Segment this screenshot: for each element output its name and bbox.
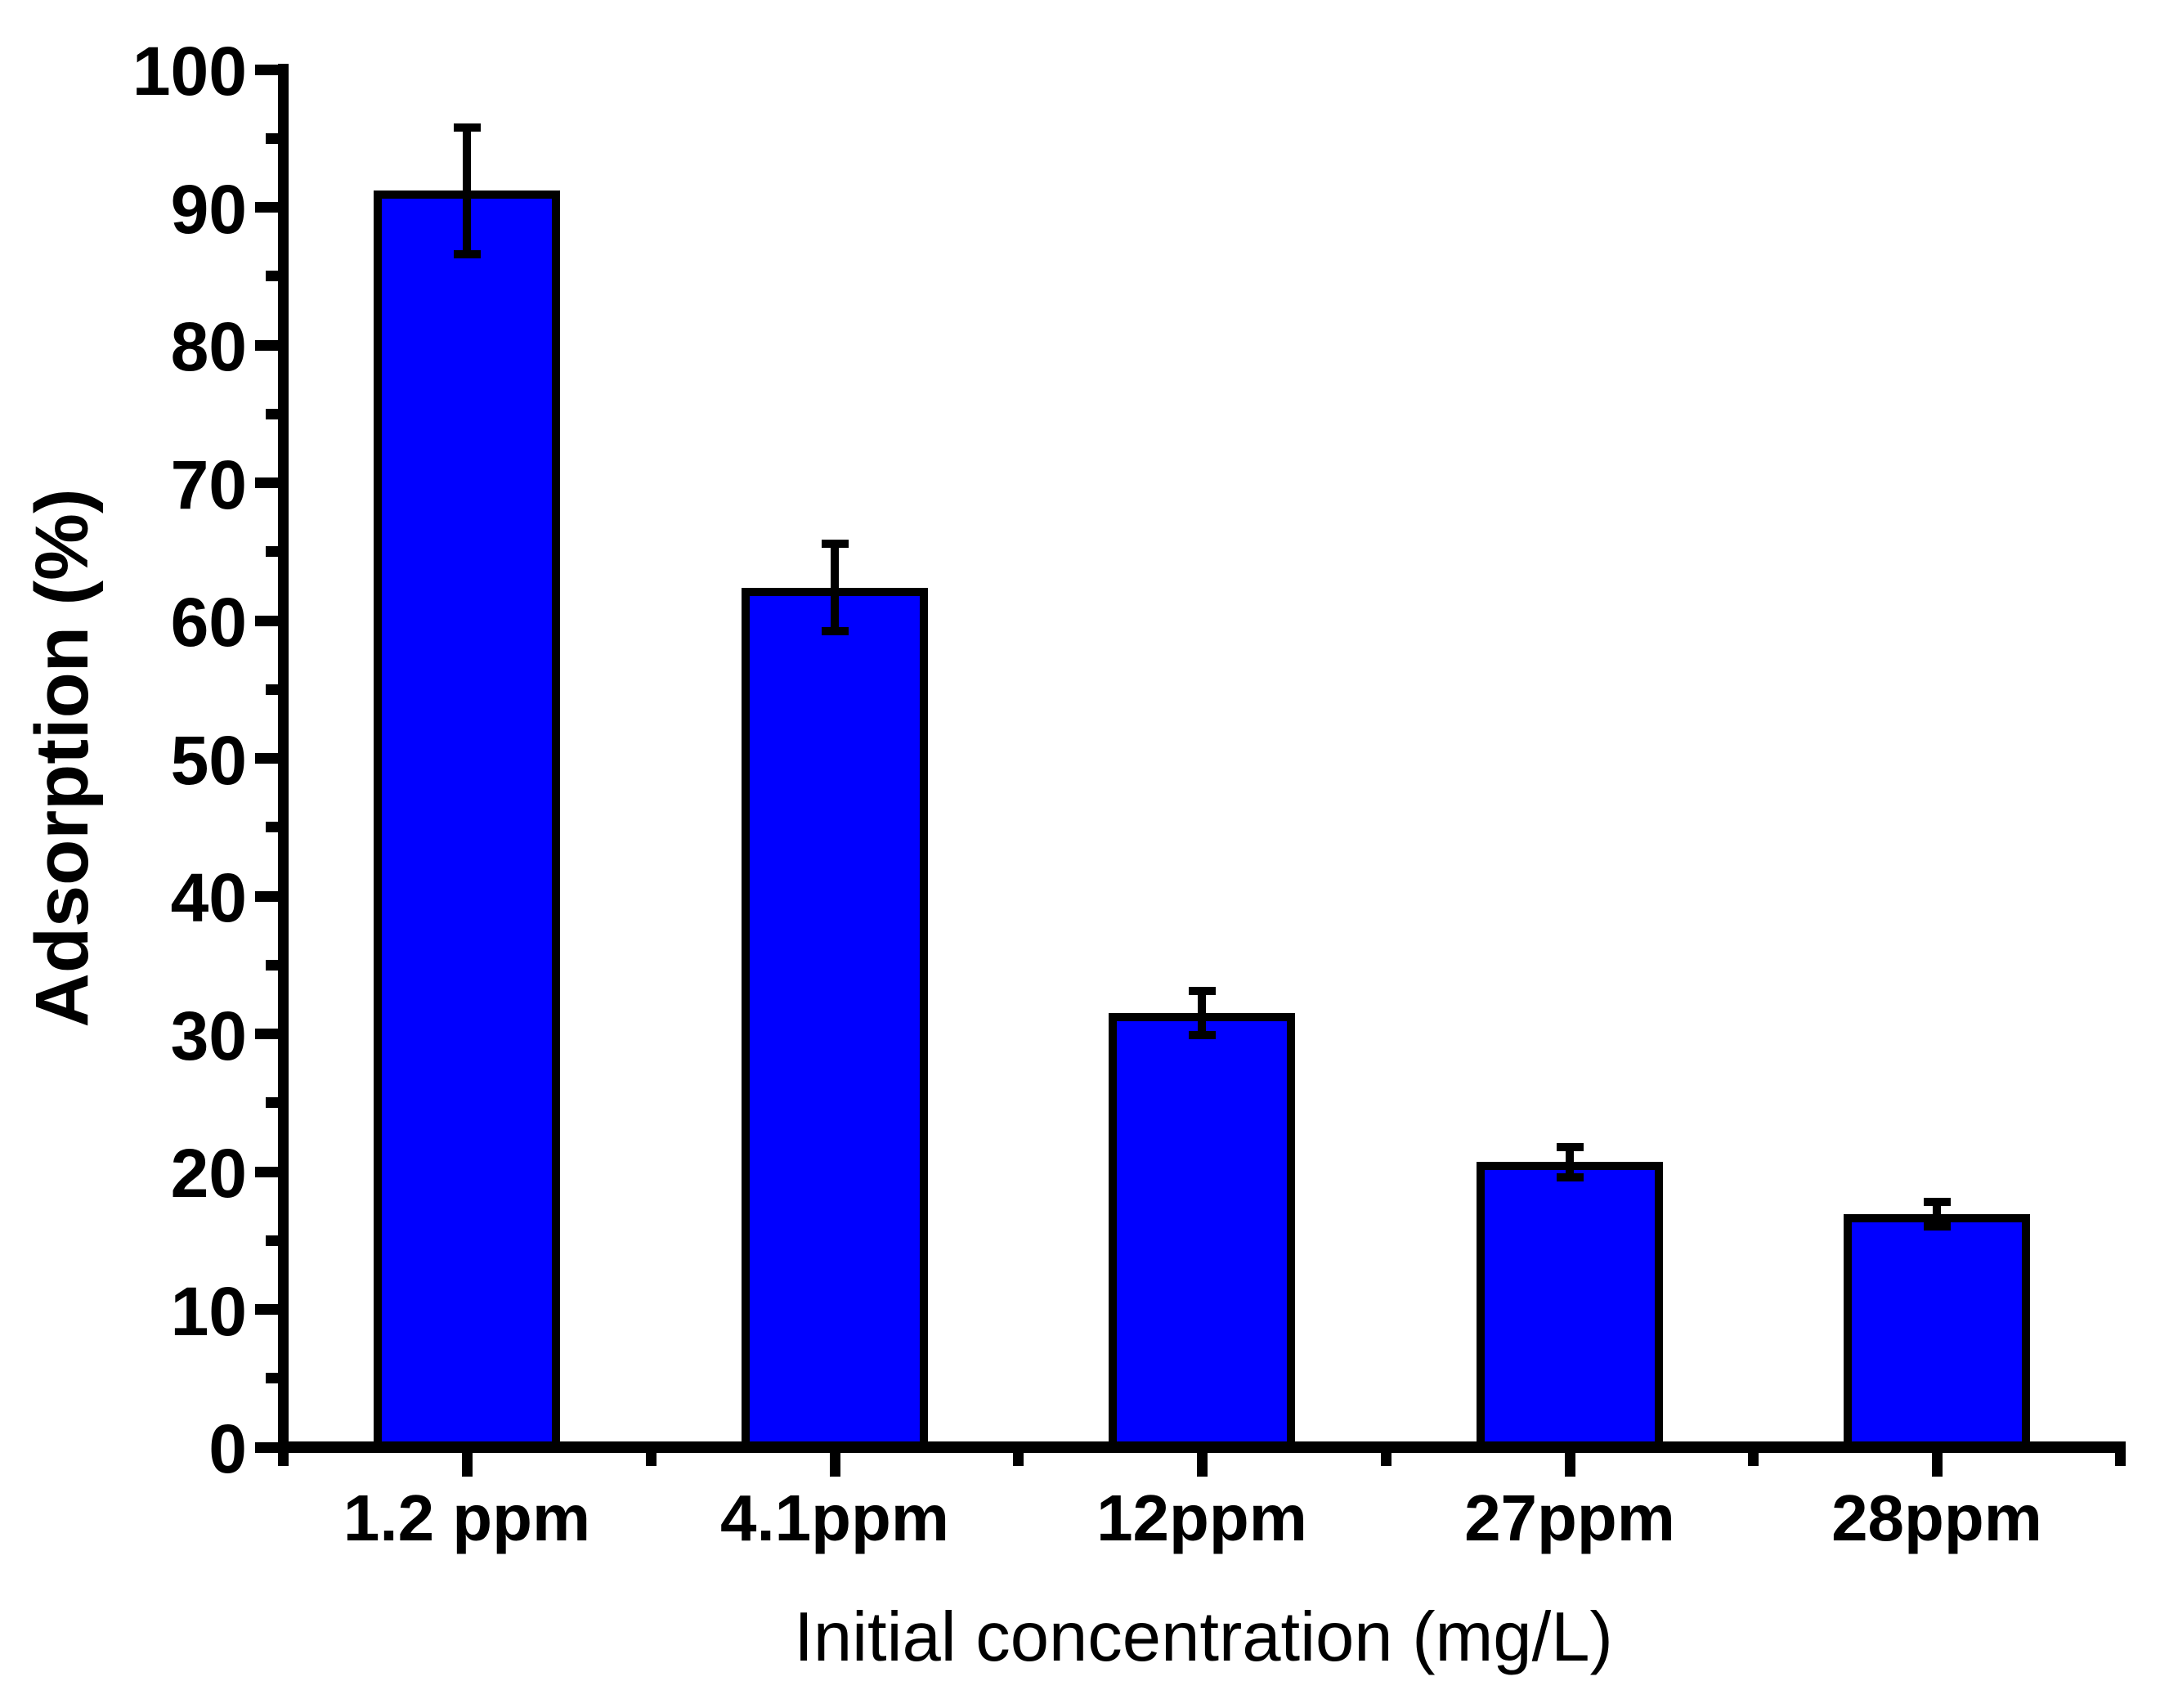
y-minor-tick bbox=[266, 684, 278, 695]
x-minor-tick bbox=[277, 1452, 289, 1466]
error-bar-cap bbox=[453, 249, 481, 258]
y-tick-label: 90 bbox=[170, 170, 247, 248]
error-bar-cap bbox=[1923, 1198, 1951, 1207]
error-bar-cap bbox=[821, 627, 849, 636]
bar-4.1ppm bbox=[742, 587, 928, 1452]
y-tick-label: 30 bbox=[170, 997, 247, 1074]
y-axis-title: Adsorption (%) bbox=[20, 488, 104, 1028]
error-bar-line bbox=[1198, 991, 1206, 1036]
bar-28ppm bbox=[1844, 1214, 2030, 1452]
error-bar-line bbox=[463, 127, 471, 254]
y-tick-label: 20 bbox=[170, 1135, 247, 1212]
bar-1.2 ppm bbox=[374, 191, 560, 1452]
y-major-tick bbox=[255, 615, 278, 626]
error-bar-line bbox=[1566, 1146, 1574, 1177]
error-bar-cap bbox=[821, 539, 849, 548]
error-bar-cap bbox=[1188, 987, 1216, 996]
y-major-tick bbox=[255, 890, 278, 902]
error-bar-line bbox=[1933, 1202, 1941, 1227]
error-bar-cap bbox=[1556, 1172, 1584, 1181]
x-tick-label: 28ppm bbox=[1831, 1482, 2042, 1554]
y-tick-label: 80 bbox=[170, 308, 247, 385]
y-minor-tick bbox=[266, 271, 278, 282]
error-bar-cap bbox=[1188, 1031, 1216, 1040]
y-tick-label: 70 bbox=[170, 446, 247, 523]
x-tick-label: 12ppm bbox=[1096, 1482, 1307, 1554]
y-major-tick bbox=[255, 339, 278, 351]
y-tick-label: 0 bbox=[208, 1410, 247, 1487]
y-major-tick bbox=[255, 1304, 278, 1315]
x-minor-tick bbox=[645, 1452, 657, 1466]
error-bar-cap bbox=[453, 123, 481, 132]
y-minor-tick bbox=[266, 1235, 278, 1246]
bar-27ppm bbox=[1477, 1162, 1663, 1452]
y-tick-label: 60 bbox=[170, 584, 247, 661]
error-bar-cap bbox=[1556, 1142, 1584, 1151]
error-bar-cap bbox=[1923, 1222, 1951, 1231]
y-tick-label: 10 bbox=[170, 1272, 247, 1350]
x-major-tick bbox=[461, 1452, 473, 1477]
y-major-tick bbox=[255, 753, 278, 764]
y-tick-label: 50 bbox=[170, 721, 247, 799]
x-tick-label: 1.2 ppm bbox=[343, 1482, 591, 1554]
x-axis-title: Initial concentration (mg/L) bbox=[794, 1598, 1613, 1676]
y-minor-tick bbox=[266, 822, 278, 833]
x-major-tick bbox=[1564, 1452, 1575, 1477]
y-minor-tick bbox=[266, 546, 278, 558]
y-major-tick bbox=[255, 1029, 278, 1039]
y-minor-tick bbox=[266, 408, 278, 419]
x-major-tick bbox=[1931, 1452, 1943, 1477]
y-minor-tick bbox=[266, 1373, 278, 1384]
x-tick-label: 4.1ppm bbox=[719, 1482, 950, 1554]
y-minor-tick bbox=[266, 132, 278, 144]
x-minor-tick bbox=[1380, 1452, 1391, 1466]
x-minor-tick bbox=[1747, 1452, 1759, 1466]
y-major-tick bbox=[255, 1441, 278, 1453]
y-tick-label: 100 bbox=[132, 33, 247, 110]
y-minor-tick bbox=[266, 1097, 278, 1109]
x-minor-tick bbox=[1012, 1452, 1024, 1466]
y-major-tick bbox=[255, 64, 278, 75]
y-major-tick bbox=[255, 1166, 278, 1177]
x-axis-line bbox=[278, 1441, 2126, 1453]
x-major-tick bbox=[1196, 1452, 1208, 1477]
y-tick-label: 40 bbox=[170, 859, 247, 936]
y-major-tick bbox=[255, 202, 278, 213]
x-tick-label: 27ppm bbox=[1464, 1482, 1675, 1554]
error-bar-line bbox=[831, 543, 839, 632]
y-major-tick bbox=[255, 477, 278, 488]
bar-12ppm bbox=[1109, 1013, 1295, 1452]
y-axis-line bbox=[278, 64, 289, 1453]
x-major-tick bbox=[829, 1452, 840, 1477]
x-minor-tick bbox=[2115, 1452, 2126, 1466]
y-minor-tick bbox=[266, 959, 278, 971]
